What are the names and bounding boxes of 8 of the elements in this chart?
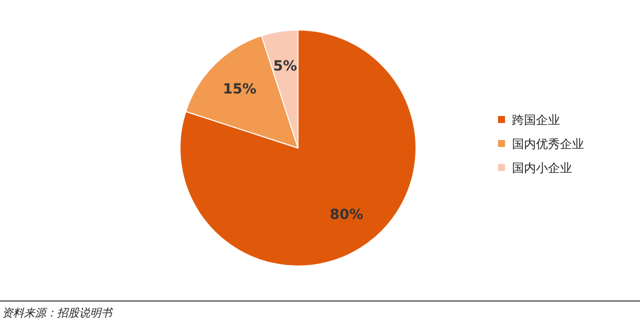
legend-label: 国内优秀企业 [512, 137, 584, 151]
legend-label: 国内小企业 [512, 161, 572, 175]
legend-label: 跨国企业 [512, 113, 560, 127]
data-label: 80% [330, 206, 364, 223]
data-label: 15% [222, 82, 256, 98]
pie-slice [180, 30, 416, 266]
text: 资料来源：招股说明书 [2, 306, 114, 320]
data-label: 5% [273, 58, 297, 74]
